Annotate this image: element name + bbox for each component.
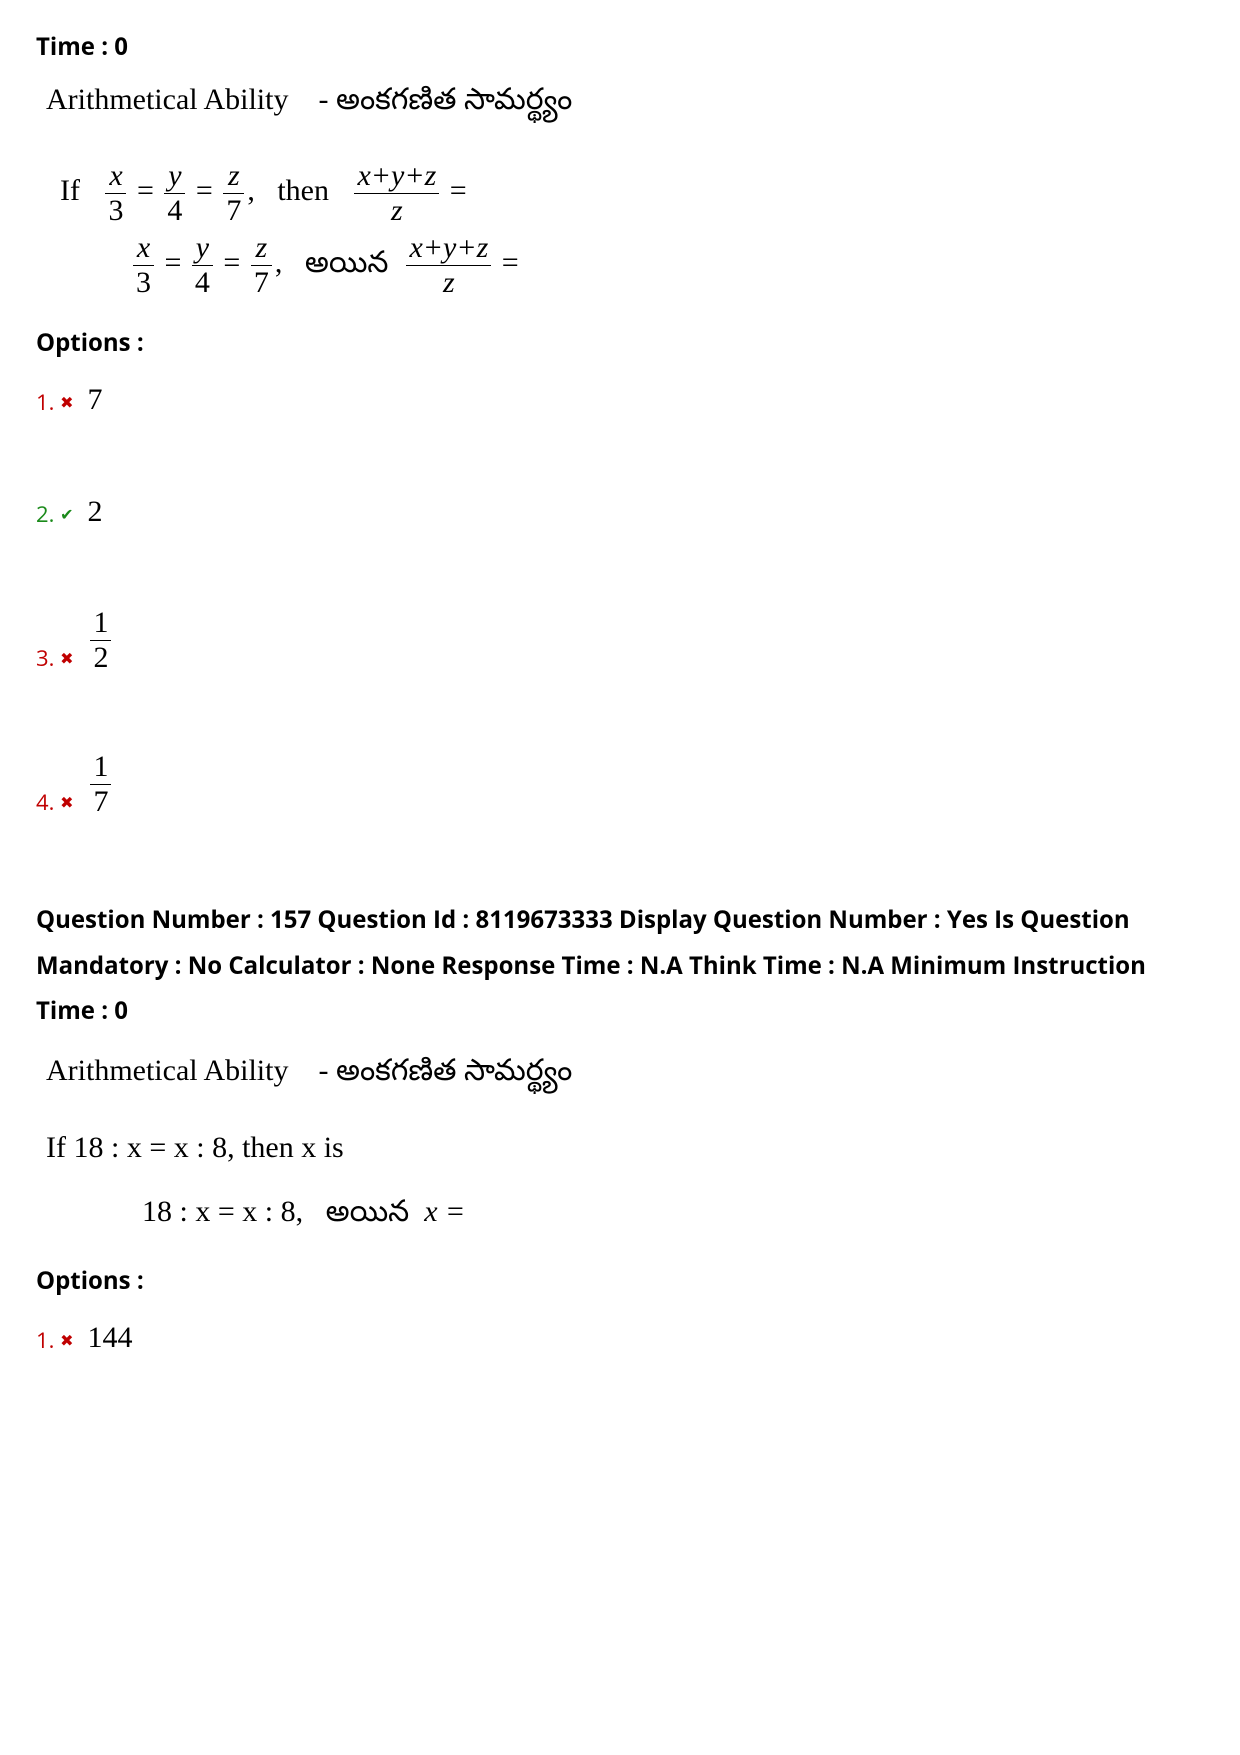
option-number-3: 3. ✖ <box>36 643 73 673</box>
section-title-sep: - <box>318 83 328 116</box>
option-number-1: 1. ✖ <box>36 387 73 417</box>
cross-icon: ✖ <box>60 1329 73 1351</box>
section-title-sep-2: - <box>318 1054 328 1087</box>
eq4: = <box>165 246 182 279</box>
section-title-en: Arithmetical Ability <box>46 83 288 116</box>
option-frac-3: 1 2 <box>90 607 111 673</box>
ayina-1: అయిన <box>305 246 389 279</box>
section-title-q2: Arithmetical Ability - అంకగణిత సామర్థ్యం <box>46 1054 1204 1095</box>
eq6: = <box>502 246 519 279</box>
option-value-1: 7 <box>87 383 102 417</box>
question2-line1: If 18 : x = x : 8, then x is <box>46 1131 1204 1165</box>
time-label: Time : <box>36 30 108 63</box>
option-value-3: 1 2 <box>87 607 114 673</box>
option-number-2: 2. ✔ <box>36 499 73 529</box>
frac-z-7-b: z 7 <box>251 232 272 298</box>
frac-x-3: x 3 <box>105 160 126 226</box>
question-meta: Question Number : 157 Question Id : 8119… <box>36 897 1204 1034</box>
eq5: = <box>223 246 240 279</box>
option-number-4: 4. ✖ <box>36 787 73 817</box>
frac-x-3-b: x 3 <box>133 232 154 298</box>
comma2: , <box>275 246 283 279</box>
time-value: 0 <box>114 30 128 63</box>
ayina-2: అయిన <box>326 1195 410 1228</box>
frac-sum-2: x+y+z z <box>406 232 491 298</box>
section-title-en-2: Arithmetical Ability <box>46 1054 288 1087</box>
then-word: then <box>277 174 329 207</box>
frac-sum-1: x+y+z z <box>354 160 439 226</box>
check-icon: ✔ <box>60 503 73 525</box>
question-body-line1: If x 3 = y 4 = z 7 , then x+y+z z = <box>60 160 1204 226</box>
cross-icon: ✖ <box>60 791 73 813</box>
frac-z-7: z 7 <box>223 160 244 226</box>
frac-y-4: y 4 <box>164 160 185 226</box>
if-word: If <box>60 174 80 207</box>
option-value-q2-1: 144 <box>87 1321 132 1355</box>
option-number-q2-1: 1. ✖ <box>36 1325 73 1355</box>
eq3: = <box>450 174 467 207</box>
section-title-te: అంకగణిత సామర్థ్యం <box>336 83 572 116</box>
option-value-4: 1 7 <box>87 751 114 817</box>
section-title-q1: Arithmetical Ability - అంకగణిత సామర్థ్యం <box>46 83 1204 124</box>
q2-line2-suffix: x = <box>424 1195 465 1228</box>
options-label-q2: Options : <box>36 1264 1204 1297</box>
question2-line2: 18 : x = x : 8, అయిన x = <box>46 1195 1204 1236</box>
option-row: 3. ✖ 1 2 <box>36 607 1204 673</box>
option-row: 1. ✖ 144 <box>36 1321 1204 1355</box>
option-row: 4. ✖ 1 7 <box>36 751 1204 817</box>
eq2: = <box>196 174 213 207</box>
comma1: , <box>247 174 255 207</box>
option-frac-4: 1 7 <box>90 751 111 817</box>
eq1: = <box>137 174 154 207</box>
option-row: 1. ✖ 7 <box>36 383 1204 417</box>
option-row: 2. ✔ 2 <box>36 495 1204 529</box>
question-body-line2: x 3 = y 4 = z 7 , అయిన x+y+z z = <box>60 232 1204 298</box>
cross-icon: ✖ <box>60 391 73 413</box>
time-header: Time : 0 <box>36 30 1204 63</box>
options-label-q1: Options : <box>36 326 1204 359</box>
q2-line2-prefix: 18 : x = x : 8, <box>142 1195 303 1228</box>
cross-icon: ✖ <box>60 647 73 669</box>
section-title-te-2: అంకగణిత సామర్థ్యం <box>336 1054 572 1087</box>
frac-y-4-b: y 4 <box>192 232 213 298</box>
option-value-2: 2 <box>87 495 102 529</box>
